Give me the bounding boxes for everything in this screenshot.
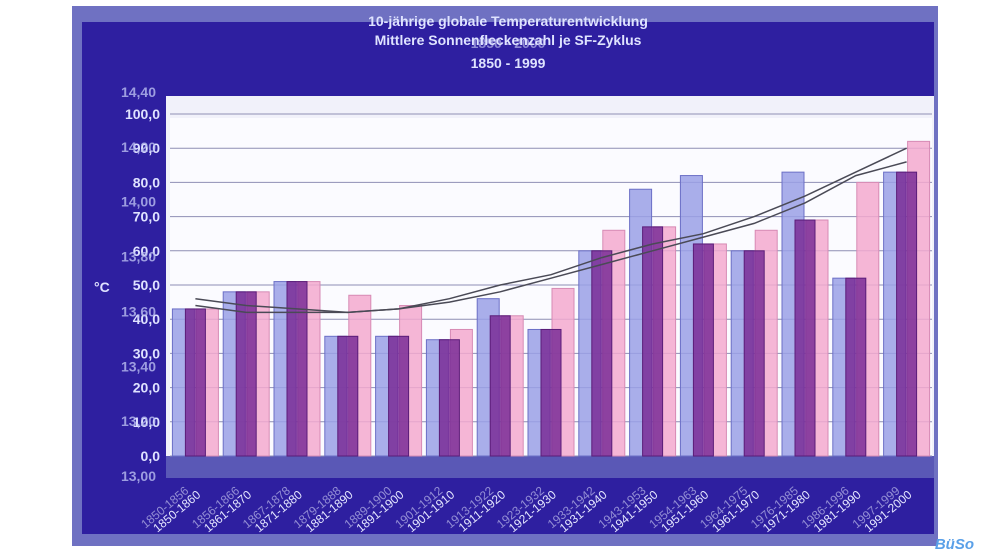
bar-groups [171,140,931,457]
y-axis-unit: °C [94,279,110,295]
y-axis-ticks: 0,010,020,030,040,050,060,070,080,090,01… [121,84,160,484]
trendline [195,161,907,314]
y-tick-temperature: 14,00 [121,194,156,210]
y-tick-sunspot: 50,0 [133,277,160,293]
y-tick-sunspot: 100,0 [125,106,160,122]
bar-overlap [794,219,816,457]
y-tick-temperature: 13,80 [121,249,156,265]
y-tick-sunspot: 80,0 [133,174,160,190]
y-tick-sunspot: 30,0 [133,345,160,361]
bar-overlap [743,250,765,457]
bar-overlap [184,308,206,457]
bar-overlap [845,277,867,457]
y-tick-temperature: 14,20 [121,139,156,155]
y-tick-sunspot: 0,0 [141,448,161,464]
bar-overlap [337,335,359,457]
bar-overlap [692,243,714,457]
bar-overlap [489,315,511,457]
y-tick-sunspot: 90,0 [133,140,160,156]
bar-overlap [540,328,562,457]
bar-overlap [438,339,460,457]
title-overlay: 1850 - 2000 [471,35,546,51]
bar-overlap [591,250,613,457]
y-tick-temperature: 14,40 [121,84,156,100]
y-tick-sunspot: 10,0 [133,414,160,430]
y-tick-sunspot: 60,0 [133,243,160,259]
y-tick-temperature: 13,40 [121,358,156,374]
bar-overlap [286,281,308,457]
bar-overlap [388,335,410,457]
trendlines [195,147,907,314]
title-line-2: Mittlere Sonnenfleckenzahl je SF-Zyklus [375,32,642,48]
y-tick-temperature: 13,00 [121,468,156,484]
title-line-3: 1850 - 1999 [471,55,546,71]
title-line-1: 10-jährige globale Temperaturentwicklung [368,13,648,29]
bottom-band [166,456,934,478]
logo-text: BüSo [935,536,974,553]
y-tick-sunspot: 40,0 [133,311,160,327]
y-tick-temperature: 13,20 [121,413,156,429]
y-tick-temperature: 13,60 [121,303,156,319]
bar-overlap [896,171,918,457]
y-tick-sunspot: 70,0 [133,209,160,225]
trendline [195,147,907,314]
bar-overlap [235,291,257,457]
y-tick-sunspot: 20,0 [133,380,160,396]
bar-overlap [642,226,664,457]
